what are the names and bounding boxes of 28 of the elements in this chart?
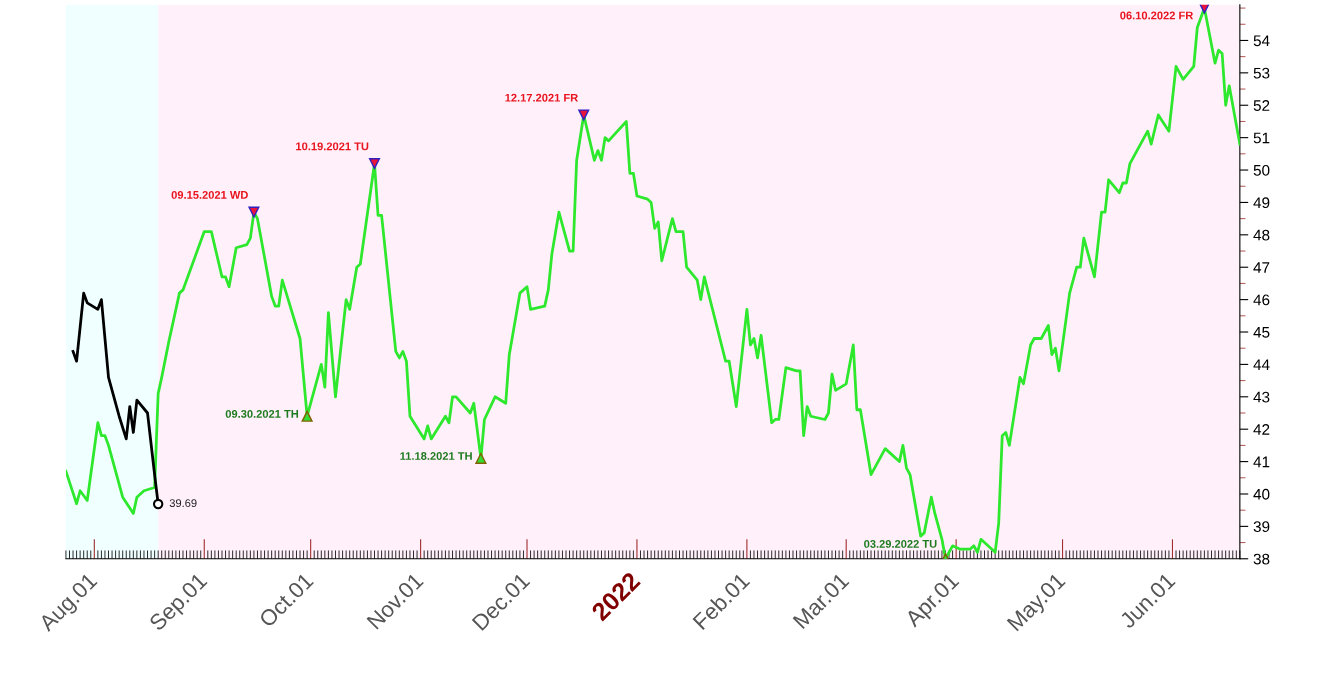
annotation: 06.10.2022 FR — [1120, 11, 1194, 20]
y-tick-label: 50 — [1253, 164, 1270, 176]
annotation: 11.18.2021 TH — [400, 452, 472, 460]
point — [152, 498, 164, 510]
y-tick-label: 45 — [1253, 327, 1270, 338]
annotation: 39.69 — [169, 499, 197, 508]
y-tick-label: 40 — [1253, 488, 1270, 500]
annotation: 12.17.2021 FR — [505, 93, 578, 102]
y-tick-label: 39 — [1253, 521, 1270, 533]
y-tick-label: 54 — [1253, 35, 1270, 47]
y-tick-label: 38 — [1253, 553, 1270, 565]
annotation: 09.15.2021 WD — [171, 190, 248, 199]
y-tick-label: 53 — [1253, 67, 1270, 79]
y-tick-label: 46 — [1253, 294, 1270, 306]
y-tick-label: 42 — [1253, 424, 1270, 435]
annotation: 09.30.2021 TH — [225, 409, 299, 418]
y-tick-label: 51 — [1253, 132, 1270, 144]
y-tick-label: 44 — [1253, 359, 1270, 370]
y-tick-label: 49 — [1253, 197, 1270, 209]
y-tick-label: 47 — [1253, 262, 1270, 273]
y-tick-label: 41 — [1253, 456, 1270, 468]
y-tick-label: 52 — [1253, 100, 1270, 111]
y-tick-label: 48 — [1253, 229, 1270, 241]
point — [475, 452, 487, 464]
annotation: 10.19.2021 TU — [296, 142, 369, 151]
y-tick-label: 43 — [1253, 391, 1270, 403]
annotation: 03.29.2022 TU — [864, 540, 937, 548]
point — [301, 410, 313, 422]
